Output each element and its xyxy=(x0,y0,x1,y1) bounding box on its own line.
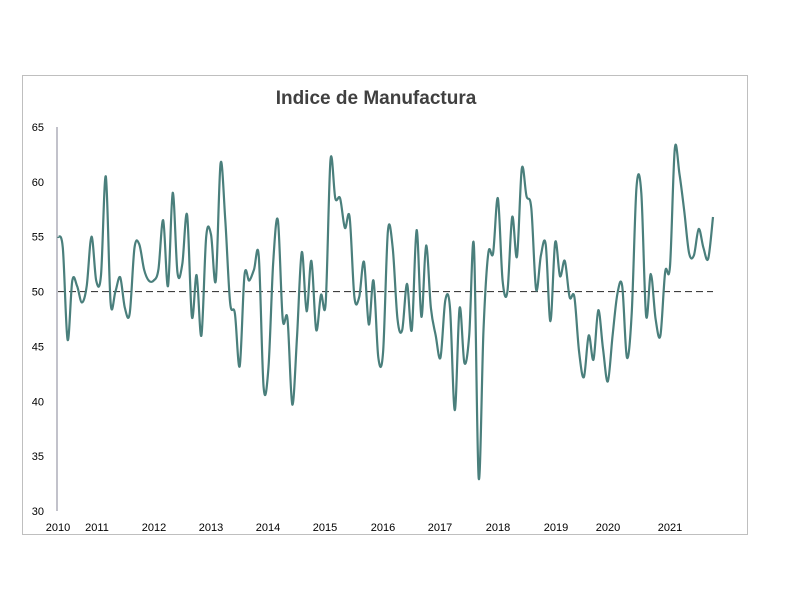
y-tick-label: 45 xyxy=(32,341,44,353)
x-tick-label: 2020 xyxy=(596,522,620,534)
x-tick-label: 2012 xyxy=(142,522,166,534)
axis-layer: 30 35 40 45 50 55 60 65 2010 2011 2012 2013 2014 2015… xyxy=(32,122,682,534)
x-tick-label: 2010 xyxy=(46,522,70,534)
x-tick-label: 2021 xyxy=(658,522,682,534)
x-tick-label: 2016 xyxy=(371,522,395,534)
y-tick-label: 50 xyxy=(32,287,44,299)
x-tick-label: 2013 xyxy=(199,522,223,534)
series-line xyxy=(56,143,715,481)
x-tick-label: 2017 xyxy=(428,522,452,534)
x-tick-label: 2018 xyxy=(486,522,510,534)
y-tick-label: 30 xyxy=(32,506,44,518)
series-layer xyxy=(56,143,715,481)
x-tick-label: 2014 xyxy=(256,522,280,534)
x-tick-label: 2019 xyxy=(544,522,568,534)
y-tick-label: 60 xyxy=(32,177,44,189)
chart-title: Indice de Manufactura xyxy=(275,88,477,109)
x-tick-label: 2015 xyxy=(313,522,337,534)
y-tick-label: 40 xyxy=(32,396,44,408)
y-tick-label: 35 xyxy=(32,451,44,463)
x-tick-label: 2011 xyxy=(85,522,109,534)
y-tick-label: 65 xyxy=(32,122,44,134)
y-tick-label: 55 xyxy=(32,232,44,244)
